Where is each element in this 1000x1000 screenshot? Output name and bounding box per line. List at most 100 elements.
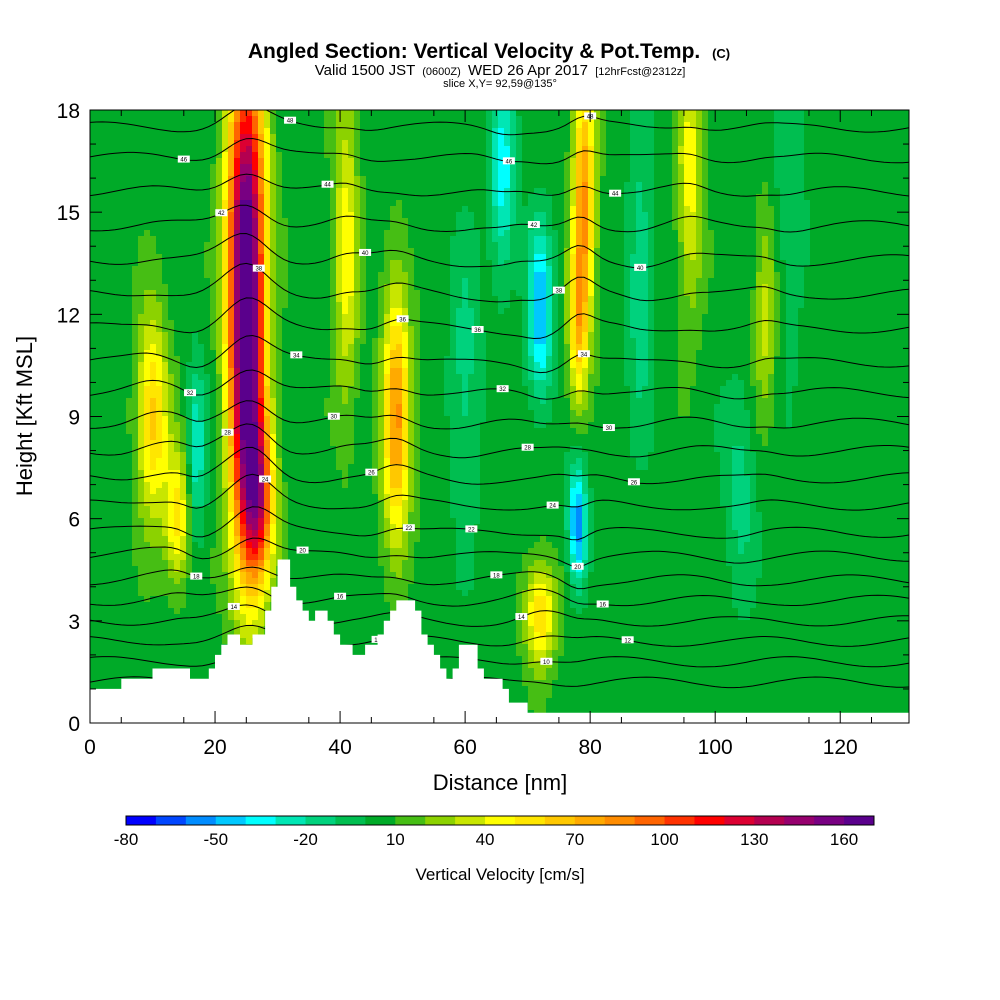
heatmap-cell bbox=[384, 230, 391, 237]
heatmap-cell bbox=[690, 206, 697, 213]
heatmap-cell bbox=[510, 152, 517, 159]
heatmap-cell bbox=[534, 302, 541, 309]
heatmap-cell bbox=[786, 146, 793, 153]
heatmap-cell bbox=[264, 200, 271, 207]
heatmap-cell bbox=[810, 296, 817, 303]
heatmap-cell bbox=[198, 320, 205, 327]
heatmap-cell bbox=[144, 302, 151, 309]
heatmap-cell bbox=[810, 314, 817, 321]
heatmap-cell bbox=[198, 236, 205, 243]
heatmap-cell bbox=[648, 176, 655, 183]
heatmap-cell bbox=[606, 290, 613, 297]
heatmap-cell bbox=[906, 254, 909, 261]
heatmap-cell bbox=[750, 188, 757, 195]
heatmap-cell bbox=[132, 116, 139, 123]
heatmap-cell bbox=[216, 302, 223, 309]
heatmap-cell bbox=[228, 164, 235, 171]
heatmap-cell bbox=[90, 176, 97, 183]
heatmap-cell bbox=[324, 314, 331, 321]
heatmap-cell bbox=[612, 296, 619, 303]
heatmap-cell bbox=[828, 110, 835, 117]
heatmap-cell bbox=[624, 188, 631, 195]
heatmap-cell bbox=[336, 152, 343, 159]
heatmap-cell bbox=[708, 302, 715, 309]
heatmap-cell bbox=[672, 314, 679, 321]
heatmap-cell bbox=[534, 152, 541, 159]
heatmap-cell bbox=[390, 230, 397, 237]
heatmap-cell bbox=[696, 176, 703, 183]
heatmap-cell bbox=[876, 224, 883, 231]
heatmap-cell bbox=[888, 266, 895, 273]
heatmap-cell bbox=[402, 188, 409, 195]
heatmap-cell bbox=[402, 206, 409, 213]
heatmap-cell bbox=[378, 170, 385, 177]
heatmap-cell bbox=[618, 314, 625, 321]
heatmap-cell bbox=[288, 272, 295, 279]
heatmap-cell bbox=[732, 128, 739, 135]
heatmap-cell bbox=[828, 272, 835, 279]
heatmap-cell bbox=[840, 284, 847, 291]
heatmap-cell bbox=[468, 140, 475, 147]
heatmap-cell bbox=[450, 290, 457, 297]
heatmap-cell bbox=[888, 296, 895, 303]
heatmap-cell bbox=[618, 212, 625, 219]
heatmap-cell bbox=[258, 212, 265, 219]
heatmap-cell bbox=[816, 188, 823, 195]
heatmap-cell bbox=[510, 206, 517, 213]
heatmap-cell bbox=[720, 236, 727, 243]
heatmap-cell bbox=[96, 314, 103, 321]
heatmap-cell bbox=[504, 242, 511, 249]
heatmap-cell bbox=[480, 170, 487, 177]
heatmap-cell bbox=[594, 194, 601, 201]
heatmap-cell bbox=[150, 200, 157, 207]
heatmap-cell bbox=[762, 218, 769, 225]
heatmap-cell bbox=[546, 206, 553, 213]
heatmap-cell bbox=[264, 314, 271, 321]
heatmap-cell bbox=[90, 140, 97, 147]
heatmap-cell bbox=[360, 182, 367, 189]
heatmap-cell bbox=[270, 302, 277, 309]
heatmap-cell bbox=[618, 188, 625, 195]
heatmap-cell bbox=[444, 212, 451, 219]
heatmap-cell bbox=[288, 212, 295, 219]
heatmap-cell bbox=[780, 308, 787, 315]
heatmap-cell bbox=[90, 248, 97, 255]
heatmap-cell bbox=[822, 260, 829, 267]
heatmap-cell bbox=[276, 314, 283, 321]
heatmap-cell bbox=[96, 266, 103, 273]
heatmap-cell bbox=[684, 110, 691, 117]
heatmap-cell bbox=[252, 314, 259, 321]
heatmap-cell bbox=[306, 200, 313, 207]
heatmap-cell bbox=[408, 158, 415, 165]
heatmap-cell bbox=[138, 170, 145, 177]
heatmap-cell bbox=[636, 170, 643, 177]
heatmap-cell bbox=[462, 284, 469, 291]
heatmap-cell bbox=[666, 170, 673, 177]
heatmap-cell bbox=[612, 176, 619, 183]
heatmap-cell bbox=[612, 278, 619, 285]
heatmap-cell bbox=[624, 290, 631, 297]
heatmap-cell bbox=[870, 266, 877, 273]
heatmap-cell bbox=[726, 272, 733, 279]
heatmap-cell bbox=[162, 242, 169, 249]
heatmap-cell bbox=[744, 236, 751, 243]
heatmap-cell bbox=[606, 158, 613, 165]
heatmap-cell bbox=[726, 140, 733, 147]
heatmap-cell bbox=[192, 194, 199, 201]
heatmap-cell bbox=[486, 272, 493, 279]
heatmap-cell bbox=[312, 128, 319, 135]
heatmap-cell bbox=[792, 170, 799, 177]
heatmap-cell bbox=[738, 200, 745, 207]
heatmap-cell bbox=[684, 116, 691, 123]
heatmap-cell bbox=[834, 272, 841, 279]
heatmap-cell bbox=[228, 212, 235, 219]
heatmap-cell bbox=[846, 272, 853, 279]
heatmap-cell bbox=[774, 302, 781, 309]
heatmap-cell bbox=[852, 260, 859, 267]
heatmap-cell bbox=[432, 218, 439, 225]
heatmap-cell bbox=[534, 308, 541, 315]
heatmap-cell bbox=[876, 302, 883, 309]
heatmap-cell bbox=[366, 236, 373, 243]
heatmap-cell bbox=[714, 254, 721, 261]
heatmap-cell bbox=[384, 170, 391, 177]
